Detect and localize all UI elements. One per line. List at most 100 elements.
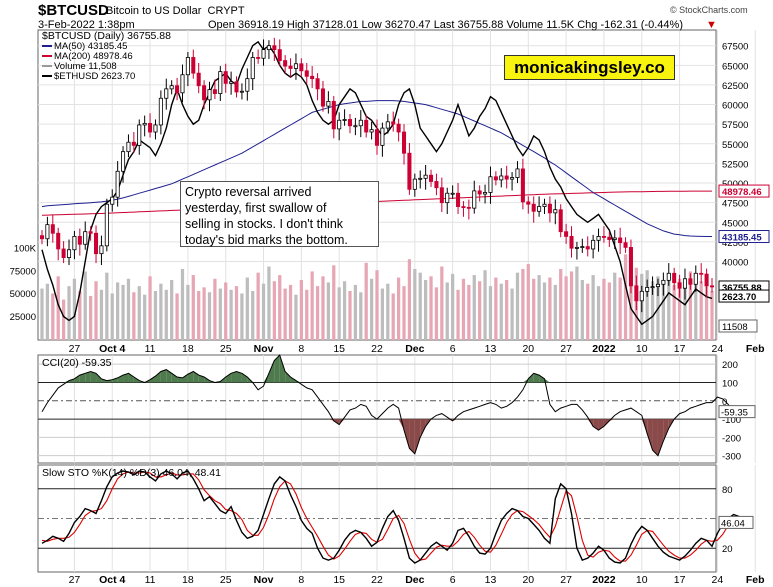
candle-body	[56, 232, 61, 250]
x-tick-label: 18	[182, 343, 194, 355]
cci-fill-up	[79, 373, 86, 383]
cci-fill-down	[398, 419, 405, 431]
candle-body	[234, 81, 239, 93]
candle-body	[169, 85, 174, 90]
cci-fill-up	[544, 378, 550, 383]
x-tick-label: 22	[371, 343, 383, 355]
x-tick-label: 20	[522, 343, 534, 355]
candle-body	[434, 181, 439, 189]
candle-body	[256, 57, 261, 59]
x-tick-label: 11	[145, 574, 156, 586]
volume-bar	[456, 289, 460, 340]
volume-bar	[445, 282, 449, 340]
volume-bar	[170, 280, 174, 340]
candle-body	[61, 248, 66, 258]
x-tick-label: Oct 4	[99, 343, 125, 355]
volume-bar	[596, 286, 601, 340]
change-arrow-icon: ▼	[706, 19, 717, 31]
cci-fill-up	[236, 371, 242, 383]
cci-tick-label: -200	[722, 433, 741, 444]
volume-bar	[461, 278, 466, 340]
candle-body	[39, 235, 45, 240]
y-tick-label: 42500	[722, 238, 748, 249]
candle-body	[212, 89, 217, 94]
volume-bar	[159, 283, 163, 340]
volume-bar	[580, 280, 584, 340]
cci-fill-up	[160, 369, 167, 383]
value-tag-box	[718, 230, 770, 244]
volume-bar	[402, 286, 406, 340]
volume-bar	[623, 254, 628, 340]
candle-body	[445, 192, 450, 204]
volume-bar	[553, 284, 557, 340]
volume-bar	[78, 291, 82, 340]
cci-fill-up	[539, 375, 545, 383]
candle-body	[66, 249, 72, 258]
volume-tick-label: 25000	[10, 312, 36, 323]
volume-bar	[359, 292, 363, 340]
cci-fill-up	[182, 374, 188, 383]
x-tick-label: 11	[145, 343, 156, 355]
volume-bar	[251, 291, 255, 340]
candle-body	[672, 272, 677, 284]
annotation-box: Crypto reversal arrived yesterday, first…	[180, 181, 379, 247]
cci-tick-label: 0	[722, 397, 727, 408]
cci-fill-up	[268, 360, 275, 383]
volume-tag-box	[718, 319, 758, 333]
volume-bar	[629, 264, 633, 340]
value-tag-box	[718, 289, 770, 303]
y-tick-label: 55000	[722, 140, 748, 151]
volume-bar	[121, 284, 125, 340]
volume-bar	[326, 282, 330, 340]
candle-body	[358, 119, 363, 127]
volume-bar	[564, 276, 568, 340]
candle-body	[218, 71, 223, 94]
symbol-title: $BTCUSD	[38, 2, 109, 19]
annotation-line: yesterday, first swallow of	[185, 201, 327, 215]
annotation-line: today's bid marks the bottom.	[185, 233, 348, 247]
x-tick-label: 10	[636, 574, 648, 586]
x-tick-label: 24	[712, 574, 724, 586]
volume-tick-label: 75000	[10, 266, 36, 277]
x-tick-label: 2022	[592, 343, 616, 355]
x-tick-label: 25	[220, 574, 232, 586]
x-tick-label: 10	[636, 343, 648, 355]
candle-body	[299, 63, 304, 72]
volume-bar	[380, 288, 385, 340]
candle-body	[612, 237, 617, 240]
volume-bar	[407, 259, 412, 340]
volume-bar	[575, 266, 579, 340]
volume-bar	[602, 278, 606, 340]
volume-bar	[153, 291, 158, 340]
stockcharts-brand: © StockCharts.com	[670, 5, 748, 15]
cci-line	[41, 354, 734, 457]
candle-body	[245, 78, 250, 92]
cci-fill-up	[128, 373, 134, 383]
volume-bar	[143, 294, 147, 340]
candle-body	[585, 246, 590, 250]
volume-bar	[294, 294, 298, 340]
sto-value: 46.04	[721, 518, 745, 529]
volume-bar	[672, 284, 676, 340]
x-tick-label: 24	[712, 343, 724, 355]
cci-tick-label: 100	[722, 378, 738, 389]
cci-fill-up	[85, 371, 91, 383]
x-tick-label: Feb	[746, 574, 765, 586]
sto-tick-label: 20	[722, 544, 733, 555]
cci-fill-up	[187, 371, 194, 383]
volume-bar	[661, 280, 665, 340]
volume-tick-label: 100K	[14, 243, 37, 254]
candle-body	[645, 287, 650, 292]
candle-body	[342, 119, 347, 121]
candle-body	[277, 49, 282, 62]
candle-body	[320, 88, 325, 107]
volume-bar	[267, 266, 271, 340]
candle-body	[537, 206, 542, 212]
cci-fill-down	[663, 419, 669, 442]
cci-fill-up	[150, 376, 156, 383]
volume-bar	[569, 271, 574, 340]
x-tick-label: 13	[485, 574, 497, 586]
volume-bar	[186, 284, 190, 340]
volume-bar	[521, 268, 525, 340]
candle-body	[688, 278, 693, 285]
